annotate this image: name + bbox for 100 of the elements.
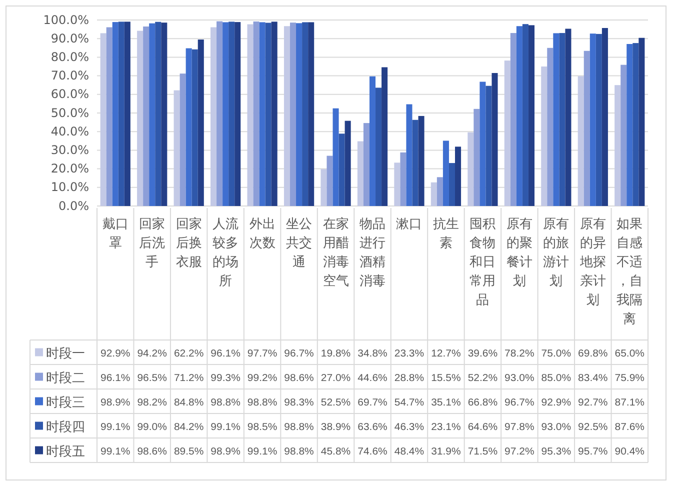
bar bbox=[357, 141, 364, 206]
bar bbox=[590, 34, 596, 206]
y-tick-label: 30.0% bbox=[50, 143, 89, 158]
bar bbox=[271, 22, 278, 206]
data-label: 93.0% bbox=[541, 422, 572, 433]
bar bbox=[382, 67, 388, 206]
data-label: 99.1% bbox=[247, 446, 278, 458]
data-label: 90.4% bbox=[614, 446, 645, 458]
data-label: 52.2% bbox=[468, 372, 498, 384]
bar bbox=[418, 116, 424, 206]
x-tick-label: 囤积食物和日常用品 bbox=[470, 217, 496, 308]
bar bbox=[290, 22, 296, 206]
bar bbox=[510, 33, 516, 206]
data-label: 78.2% bbox=[504, 348, 534, 360]
data-label: 46.3% bbox=[394, 422, 424, 433]
bar bbox=[284, 26, 290, 206]
bar bbox=[112, 22, 118, 206]
bar bbox=[259, 22, 266, 206]
bar bbox=[474, 108, 480, 206]
data-label: 85.0% bbox=[541, 372, 572, 384]
data-label: 12.7% bbox=[431, 348, 461, 360]
bar bbox=[559, 33, 566, 206]
bar bbox=[528, 25, 534, 206]
data-label: 39.6% bbox=[468, 348, 498, 360]
bar bbox=[222, 22, 229, 206]
bar bbox=[516, 26, 522, 206]
y-tick-label: 0.0% bbox=[58, 198, 89, 213]
bar bbox=[596, 34, 602, 206]
data-label: 64.6% bbox=[468, 422, 498, 433]
x-tick-label: 戴口罩 bbox=[102, 217, 128, 251]
data-label: 54.7% bbox=[394, 397, 424, 408]
data-label: 74.6% bbox=[358, 446, 388, 458]
data-label: 71.2% bbox=[174, 372, 204, 384]
data-label: 96.7% bbox=[284, 348, 314, 360]
legend-label: 时段四 bbox=[46, 420, 85, 435]
bar bbox=[522, 24, 528, 206]
data-label: 31.9% bbox=[431, 446, 461, 458]
y-tick-label: 20.0% bbox=[50, 162, 89, 176]
bar bbox=[468, 132, 474, 206]
bar bbox=[584, 50, 590, 206]
bar bbox=[344, 120, 351, 206]
y-tick-label: 10.0% bbox=[50, 180, 89, 194]
bar bbox=[442, 140, 449, 206]
data-label: 97.8% bbox=[504, 422, 534, 433]
bar bbox=[406, 104, 412, 206]
data-label: 28.8% bbox=[394, 372, 424, 384]
bar bbox=[338, 134, 345, 206]
bar bbox=[553, 33, 560, 206]
data-label: 92.7% bbox=[578, 397, 608, 408]
data-label: 15.5% bbox=[431, 372, 461, 384]
y-tick-label: 60.0% bbox=[50, 87, 89, 102]
data-label: 99.2% bbox=[247, 372, 278, 384]
data-label: 95.7% bbox=[578, 446, 608, 458]
data-label: 84.8% bbox=[174, 397, 204, 408]
x-tick-label: 坐公共交通 bbox=[286, 217, 312, 270]
bar bbox=[228, 22, 235, 206]
bar bbox=[100, 33, 106, 206]
data-label: 98.9% bbox=[100, 397, 130, 408]
data-label: 98.8% bbox=[210, 397, 241, 408]
data-label: 69.8% bbox=[578, 348, 608, 360]
data-label: 62.2% bbox=[174, 348, 204, 360]
data-label: 98.8% bbox=[284, 446, 314, 458]
data-label: 94.2% bbox=[137, 348, 168, 360]
data-label: 75.0% bbox=[541, 348, 572, 360]
bar bbox=[192, 49, 198, 206]
data-label: 98.5% bbox=[247, 422, 278, 433]
bar bbox=[186, 48, 192, 206]
bar bbox=[143, 26, 150, 206]
data-label: 92.5% bbox=[578, 422, 608, 433]
data-label: 98.6% bbox=[137, 446, 168, 458]
legend-label: 时段三 bbox=[46, 395, 85, 410]
y-tick-label: 90.0% bbox=[50, 31, 89, 46]
data-label: 63.6% bbox=[358, 422, 388, 433]
data-label: 98.8% bbox=[247, 397, 278, 408]
data-label: 99.1% bbox=[100, 446, 130, 458]
bar bbox=[332, 108, 339, 206]
bar bbox=[547, 48, 554, 206]
bar bbox=[161, 22, 168, 206]
data-label: 96.7% bbox=[504, 397, 534, 408]
legend-label: 时段五 bbox=[46, 444, 85, 460]
y-tick-label: 100.0% bbox=[43, 12, 89, 27]
bar bbox=[149, 23, 156, 206]
data-label: 38.9% bbox=[320, 422, 351, 433]
bar bbox=[614, 85, 621, 206]
data-label: 98.6% bbox=[284, 372, 314, 384]
bar bbox=[541, 66, 548, 206]
legend-label: 时段二 bbox=[46, 370, 85, 386]
data-label: 98.3% bbox=[284, 397, 314, 408]
data-label: 98.2% bbox=[137, 397, 168, 408]
data-label: 96.5% bbox=[137, 372, 168, 384]
bar bbox=[480, 82, 486, 206]
x-tick-label: 外出次数 bbox=[249, 217, 276, 251]
bar bbox=[455, 146, 462, 206]
bar bbox=[216, 21, 223, 206]
bar bbox=[578, 76, 584, 206]
bar bbox=[155, 22, 162, 206]
data-label: 69.7% bbox=[358, 397, 388, 408]
data-label: 87.6% bbox=[614, 422, 645, 433]
x-tick-label: 在家用醋消毒空气 bbox=[322, 216, 349, 289]
data-label: 27.0% bbox=[320, 372, 351, 384]
